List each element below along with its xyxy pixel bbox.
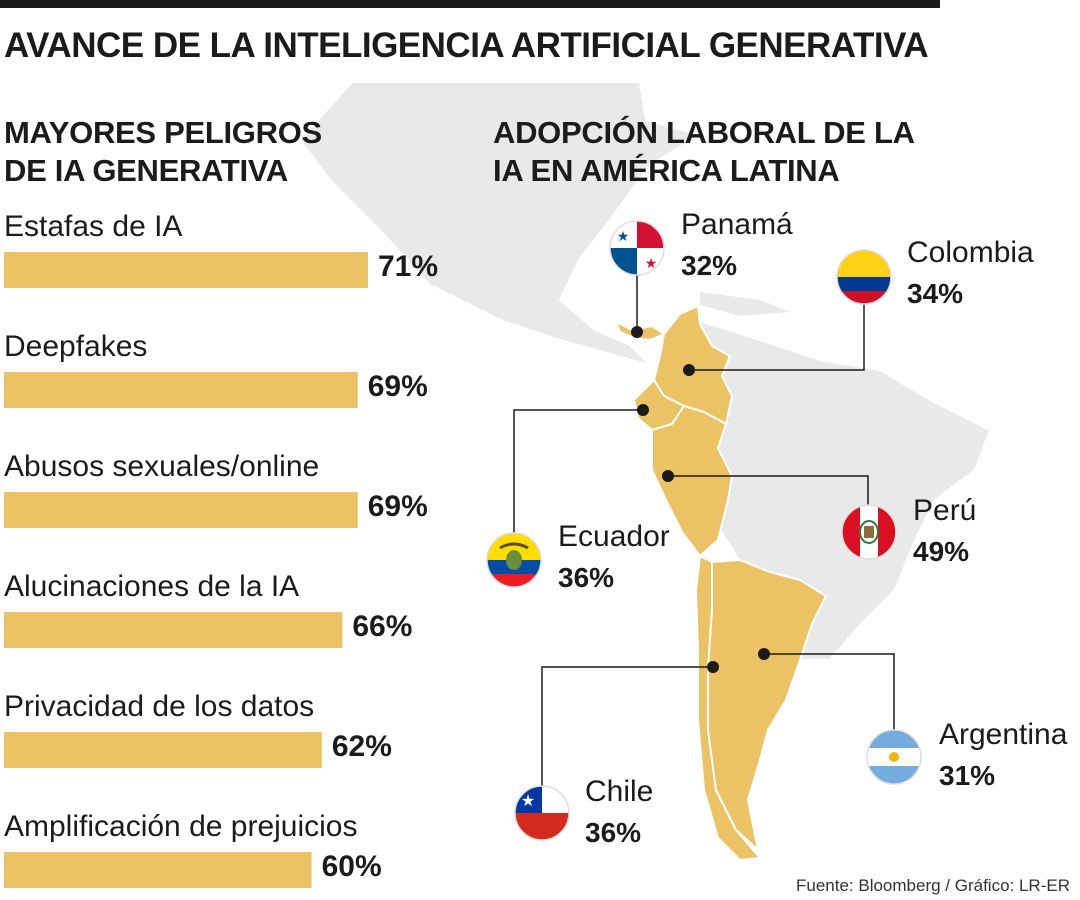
bar-value-amplificacion: 60% <box>321 850 382 883</box>
bar-label-deepfakes: Deepfakes <box>4 330 148 363</box>
country-value-colombia: 34% <box>907 278 964 309</box>
country-name-ecuador: Ecuador <box>558 520 670 553</box>
page-title: AVANCE DE LA INTELIGENCIA ARTIFICIAL GEN… <box>4 26 929 65</box>
dot-peru <box>662 470 674 482</box>
country-value-peru: 49% <box>913 536 970 567</box>
country-name-peru: Perú <box>913 494 977 527</box>
country-name-colombia: Colombia <box>907 236 1034 269</box>
bar-value-abusos: 69% <box>367 490 428 523</box>
bar-alucinaciones <box>4 612 343 648</box>
bar-label-alucinaciones: Alucinaciones de la IA <box>4 570 300 603</box>
dot-colombia <box>683 364 695 376</box>
map-peru <box>651 405 733 557</box>
bar-value-estafas: 71% <box>378 250 439 283</box>
bar-abusos <box>4 492 358 528</box>
bar-label-amplificacion: Amplificación de prejuicios <box>4 810 358 843</box>
dot-ecuador <box>637 404 649 416</box>
country-value-panama: 32% <box>681 250 738 281</box>
bar-value-alucinaciones: 66% <box>352 610 413 643</box>
leader-line-chile <box>541 666 713 790</box>
country-value-argentina: 31% <box>939 760 996 791</box>
bar-label-privacidad: Privacidad de los datos <box>4 690 315 723</box>
country-value-chile: 36% <box>585 817 642 848</box>
left-title-line2: DE IA GENERATIVA <box>4 153 288 188</box>
leader-line-colombia <box>689 300 865 371</box>
left-section-title: MAYORES PELIGROS DE IA GENERATIVA <box>4 114 322 190</box>
map-north-america <box>298 81 703 367</box>
right-section-title: ADOPCIÓN LABORAL DE LA IA EN AMÉRICA LAT… <box>493 114 915 190</box>
bars-group <box>4 252 368 888</box>
bar-value-deepfakes: 69% <box>367 370 428 403</box>
country-name-argentina: Argentina <box>939 718 1068 751</box>
leader-dots <box>631 326 770 673</box>
svg-text:★: ★ <box>645 255 658 271</box>
right-title-line1: ADOPCIÓN LABORAL DE LA <box>493 115 915 150</box>
country-name-panama: Panamá <box>681 208 793 241</box>
dot-panama <box>631 326 643 338</box>
leader-line-ecuador <box>513 409 643 535</box>
bar-amplificacion <box>4 852 312 888</box>
right-title-line2: IA EN AMÉRICA LATINA <box>493 153 840 188</box>
map-argentina <box>707 559 827 851</box>
leader-line-argentina <box>764 653 895 735</box>
panama-flag: ★ ★ <box>610 221 664 275</box>
bar-label-estafas: Estafas de IA <box>4 210 183 243</box>
bar-deepfakes <box>4 372 358 408</box>
svg-text:★: ★ <box>521 793 535 810</box>
svg-text:★: ★ <box>617 228 630 244</box>
peru-flag <box>842 505 896 559</box>
dot-argentina <box>758 648 770 660</box>
left-title-line1: MAYORES PELIGROS <box>4 115 322 150</box>
bar-privacidad <box>4 732 322 768</box>
bar-label-abusos: Abusos sexuales/online <box>4 450 320 483</box>
argentina-flag <box>867 730 921 784</box>
map-caribbean <box>700 292 790 316</box>
country-value-ecuador: 36% <box>558 562 615 593</box>
bar-value-privacidad: 62% <box>331 730 392 763</box>
source-credit: Fuente: Bloomberg / Gráfico: LR-ER <box>795 876 1070 895</box>
leader-line-peru <box>668 475 869 505</box>
top-rule <box>0 0 940 8</box>
country-name-chile: Chile <box>585 775 654 808</box>
leader-lines <box>513 275 895 790</box>
bar-estafas <box>4 252 368 288</box>
dot-chile <box>707 661 719 673</box>
